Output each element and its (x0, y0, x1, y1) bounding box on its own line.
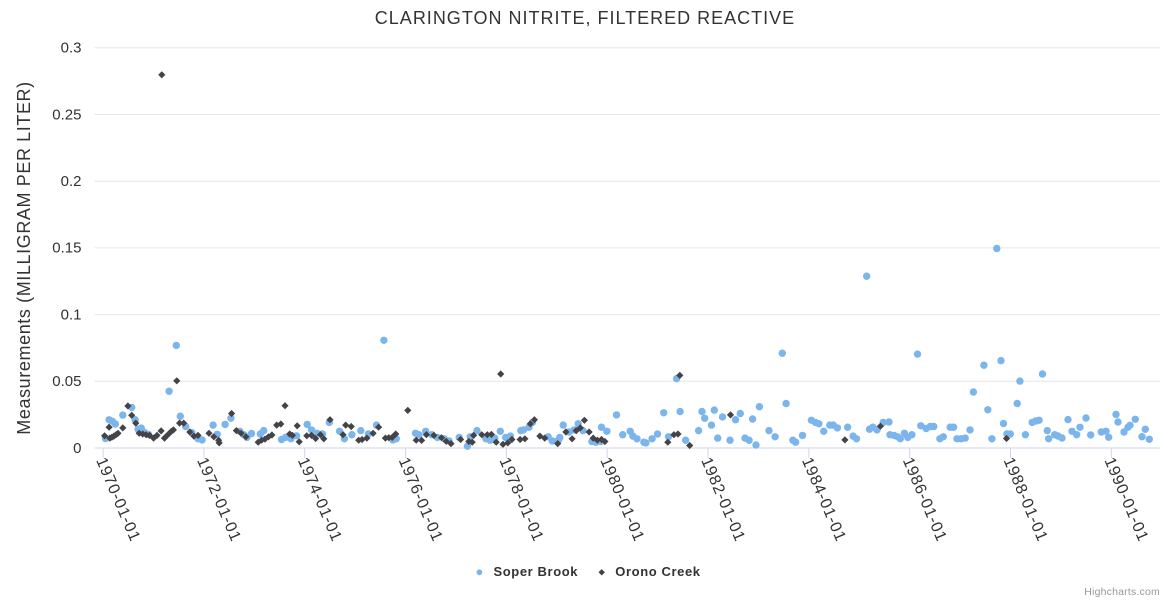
svg-text:0.3: 0.3 (61, 40, 82, 57)
svg-text:Orono Creek: Orono Creek (615, 564, 701, 579)
svg-text:0.25: 0.25 (52, 106, 81, 123)
svg-text:0.1: 0.1 (61, 306, 82, 323)
svg-text:Highcharts.com: Highcharts.com (1084, 586, 1160, 598)
svg-text:0.2: 0.2 (61, 173, 82, 190)
svg-text:Soper Brook: Soper Brook (494, 564, 579, 579)
svg-text:Measurements (MILLIGRAM PER LI: Measurements (MILLIGRAM PER LITER) (14, 81, 34, 434)
svg-text:0: 0 (73, 440, 81, 457)
svg-text:0.15: 0.15 (52, 240, 81, 257)
svg-text:0.05: 0.05 (52, 373, 81, 390)
svg-text:CLARINGTON NITRITE, FILTERED R: CLARINGTON NITRITE, FILTERED REACTIVE (375, 8, 795, 28)
